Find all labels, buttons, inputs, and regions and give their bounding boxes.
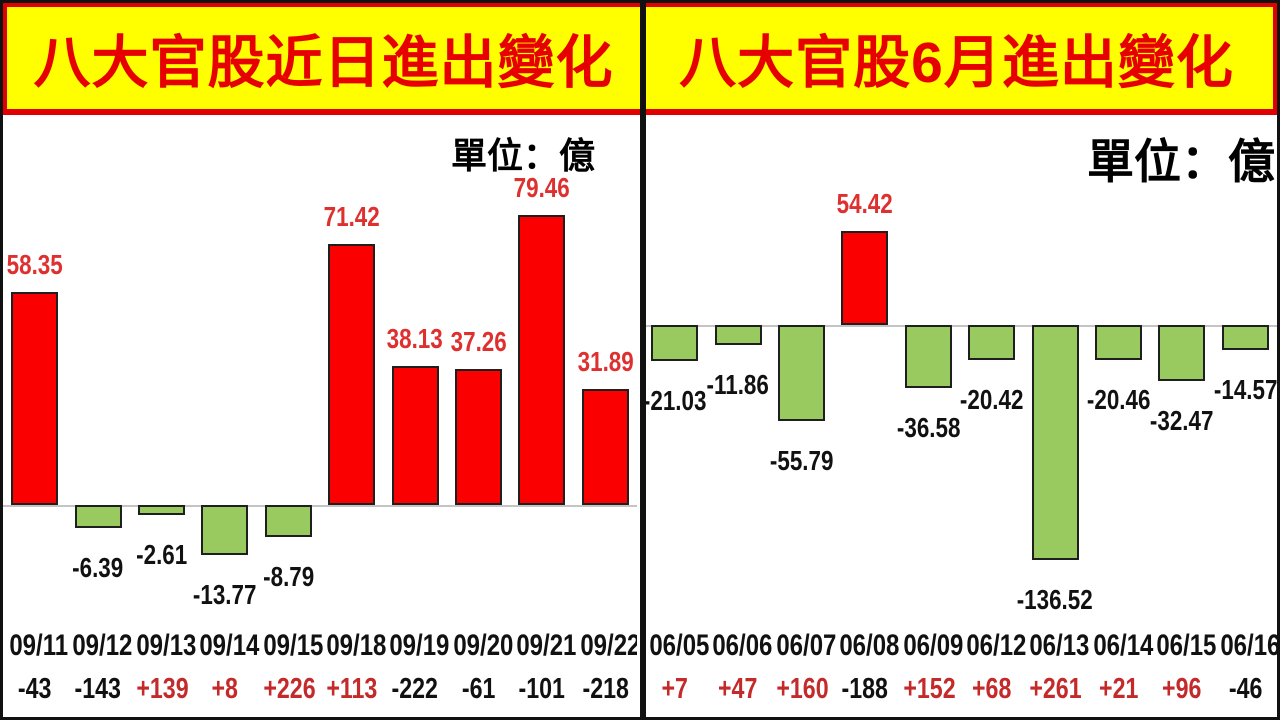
- bar-value-label: -11.86: [706, 369, 770, 400]
- negative-bar-06/16: [1221, 325, 1269, 350]
- bar-value-label: 79.46: [513, 172, 570, 203]
- daily-change-label: +21: [1098, 673, 1139, 705]
- bar-value-label: 38.13: [387, 323, 444, 354]
- negative-bar-06/12: [968, 325, 1016, 360]
- negative-bar-06/07: [778, 325, 825, 421]
- daily-change-label: +47: [718, 673, 758, 705]
- bar-value-label: 58.35: [6, 249, 63, 280]
- daily-change-label: +8: [211, 673, 239, 705]
- x-axis-date-label: 09/13: [136, 629, 197, 662]
- unit-label: 單位：億: [1087, 135, 1275, 188]
- bar-value-label: -8.79: [262, 561, 314, 592]
- zero-axis-line: [643, 325, 1277, 327]
- bar-value-label: -13.77: [193, 579, 257, 610]
- x-axis-date-label: 06/16: [1219, 629, 1277, 662]
- bar-value-label: -20.46: [1086, 384, 1151, 415]
- x-axis-date-label: 06/07: [776, 629, 837, 662]
- positive-bar-09/20: [455, 369, 502, 505]
- x-axis-date-label: 09/20: [453, 629, 514, 662]
- negative-bar-09/12: [74, 505, 122, 528]
- positive-bar-09/21: [518, 215, 566, 505]
- right-chart-title: 八大官股6月進出變化: [679, 31, 1234, 95]
- x-axis-date-label: 06/09: [902, 629, 963, 662]
- x-axis-date-label: 09/22: [579, 629, 637, 662]
- x-axis-date-label: 09/15: [262, 629, 323, 662]
- daily-change-label: -188: [841, 673, 889, 705]
- negative-bar-09/14: [201, 505, 249, 555]
- june-chart-plot: 單位：億 -21.03 06/05 +7 -11.86 06/06 +47 -55.79 06…: [643, 115, 1277, 717]
- left-chart-title: 八大官股近日進出變化: [33, 31, 614, 95]
- negative-bar-06/13: [1031, 325, 1079, 560]
- negative-bar-06/06: [714, 325, 762, 345]
- charts-row: 單位：億 58.35 09/11 -43 -6.39 09/12 -143 -2.61 09/…: [3, 115, 1277, 717]
- negative-bar-06/09: [904, 325, 952, 388]
- bar-value-label: 71.42: [323, 201, 380, 232]
- bar-value-label: -32.47: [1150, 405, 1214, 436]
- panel-divider: [640, 3, 646, 717]
- x-axis-date-label: 09/18: [326, 629, 387, 662]
- bar-value-label: -55.79: [769, 445, 834, 476]
- x-axis-date-label: 06/12: [966, 629, 1027, 662]
- bar-value-label: 31.89: [577, 346, 634, 377]
- x-axis-date-label: 06/08: [839, 629, 900, 662]
- bar-value-label: -14.57: [1213, 374, 1277, 405]
- negative-bar-09/13: [138, 505, 185, 515]
- bar-value-label: 37.26: [450, 326, 507, 357]
- bar-value-label: 54.42: [836, 188, 893, 219]
- bar-value-label: -21.03: [643, 385, 707, 416]
- daily-change-label: -43: [17, 673, 52, 705]
- negative-bar-06/15: [1158, 325, 1206, 381]
- positive-bar-09/22: [581, 389, 629, 505]
- x-axis-date-label: 09/19: [389, 629, 450, 662]
- positive-bar-09/11: [11, 292, 59, 505]
- daily-change-label: +152: [902, 673, 956, 705]
- daily-change-label: +96: [1162, 673, 1202, 705]
- daily-change-label: -143: [74, 673, 122, 705]
- positive-bar-09/18: [328, 244, 376, 505]
- negative-bar-06/14: [1095, 325, 1142, 360]
- bar-value-label: -136.52: [1017, 584, 1094, 615]
- bar-value-label: -36.58: [896, 412, 961, 443]
- positive-bar-06/08: [841, 231, 889, 325]
- daily-change-label: -218: [582, 673, 629, 705]
- daily-change-label: -46: [1228, 673, 1263, 705]
- x-axis-date-label: 06/15: [1156, 629, 1217, 662]
- x-axis-date-label: 06/14: [1093, 629, 1154, 662]
- bar-value-label: -6.39: [72, 552, 124, 583]
- zero-axis-line: [3, 505, 637, 507]
- unit-label: 單位：億: [450, 135, 595, 176]
- negative-bar-09/15: [264, 505, 312, 537]
- x-axis-date-label: 06/13: [1029, 629, 1090, 662]
- bar-value-label: -20.42: [959, 384, 1024, 415]
- daily-change-label: -222: [391, 673, 439, 705]
- recent-days-chart-plot: 單位：億 58.35 09/11 -43 -6.39 09/12 -143 -2.61 09/…: [3, 115, 637, 717]
- daily-change-label: +7: [661, 673, 688, 705]
- x-axis-date-label: 09/12: [72, 629, 133, 662]
- x-axis-date-label: 09/14: [199, 629, 260, 662]
- x-axis-date-label: 09/11: [9, 629, 69, 662]
- daily-change-label: +113: [326, 673, 378, 705]
- daily-change-label: +160: [776, 673, 829, 705]
- daily-change-label: +261: [1029, 673, 1082, 705]
- x-axis-date-label: 06/06: [712, 629, 773, 662]
- positive-bar-09/19: [391, 366, 439, 505]
- daily-change-label: -101: [518, 673, 566, 705]
- bar-value-label: -2.61: [135, 539, 188, 570]
- daily-change-label: -61: [461, 673, 496, 705]
- daily-change-label: +139: [136, 673, 189, 705]
- daily-change-label: +68: [972, 673, 1012, 705]
- x-axis-date-label: 09/21: [516, 629, 577, 662]
- daily-change-label: +226: [262, 673, 316, 705]
- x-axis-date-label: 06/05: [649, 629, 710, 662]
- negative-bar-06/05: [651, 325, 699, 361]
